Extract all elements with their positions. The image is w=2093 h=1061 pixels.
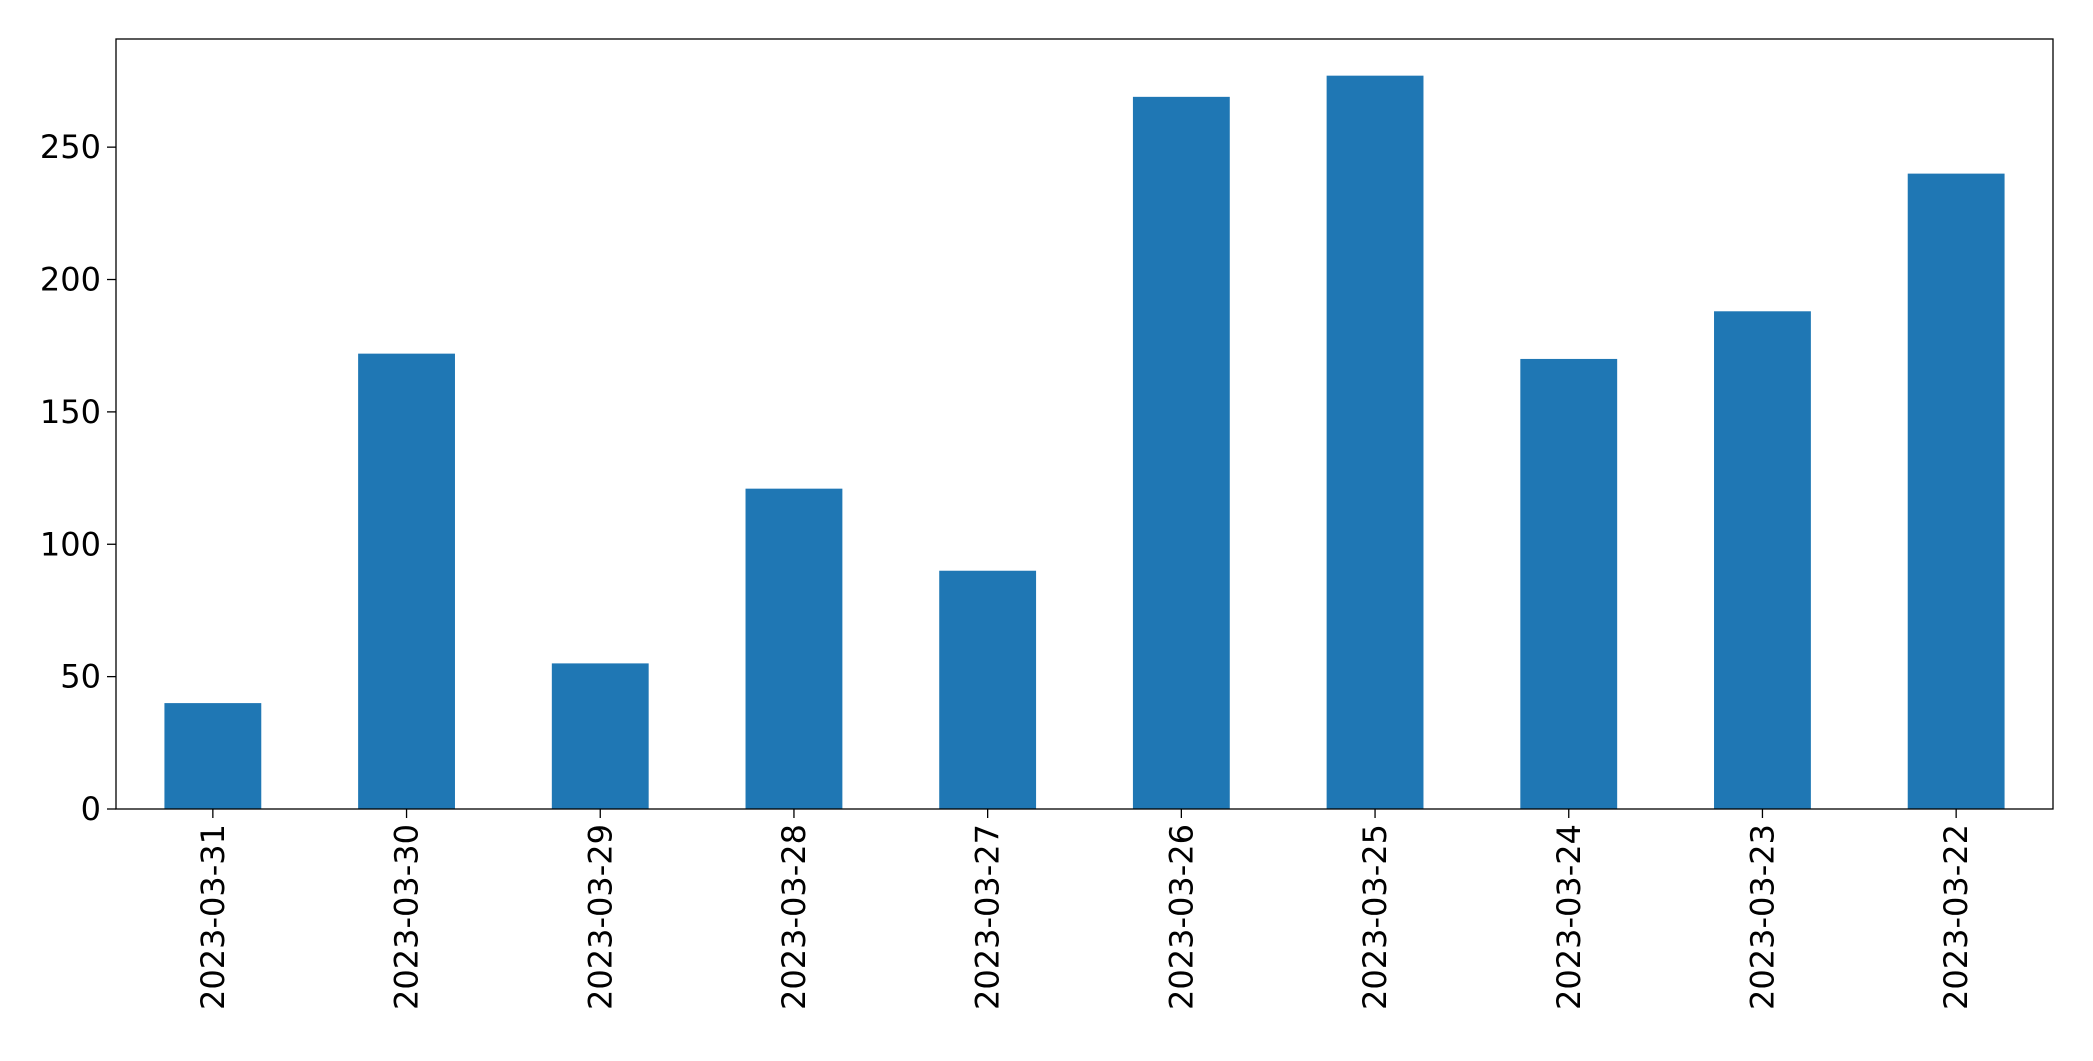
x-tick-label: 2023-03-30 (388, 824, 426, 1010)
x-tick-label: 2023-03-22 (1937, 824, 1975, 1010)
bar (745, 488, 843, 809)
bar (358, 353, 455, 809)
x-tick-label: 2023-03-24 (1550, 824, 1588, 1010)
bar (1714, 311, 1811, 809)
x-tick-label: 2023-03-25 (1356, 824, 1394, 1010)
x-tick-label: 2023-03-28 (775, 824, 813, 1010)
y-tick-label: 100 (40, 525, 101, 563)
x-tick-label: 2023-03-29 (581, 824, 619, 1010)
bar (939, 570, 1037, 809)
bar (1520, 358, 1618, 809)
bar (1907, 173, 2005, 809)
plot-frame (115, 38, 2054, 810)
x-tick-label: 2023-03-27 (969, 824, 1007, 1010)
x-tick-label: 2023-03-31 (194, 824, 232, 1010)
bar (1132, 96, 1230, 810)
y-tick-label: 250 (40, 128, 101, 166)
x-tick-label: 2023-03-26 (1162, 824, 1200, 1010)
x-tick-label: 2023-03-23 (1743, 824, 1781, 1010)
y-tick-label: 0 (81, 790, 101, 828)
bar (1326, 75, 1424, 809)
y-tick-label: 50 (60, 658, 101, 696)
bar (551, 663, 649, 809)
bar (164, 703, 262, 809)
y-tick-label: 200 (40, 261, 101, 299)
y-tick-label: 150 (40, 393, 101, 431)
